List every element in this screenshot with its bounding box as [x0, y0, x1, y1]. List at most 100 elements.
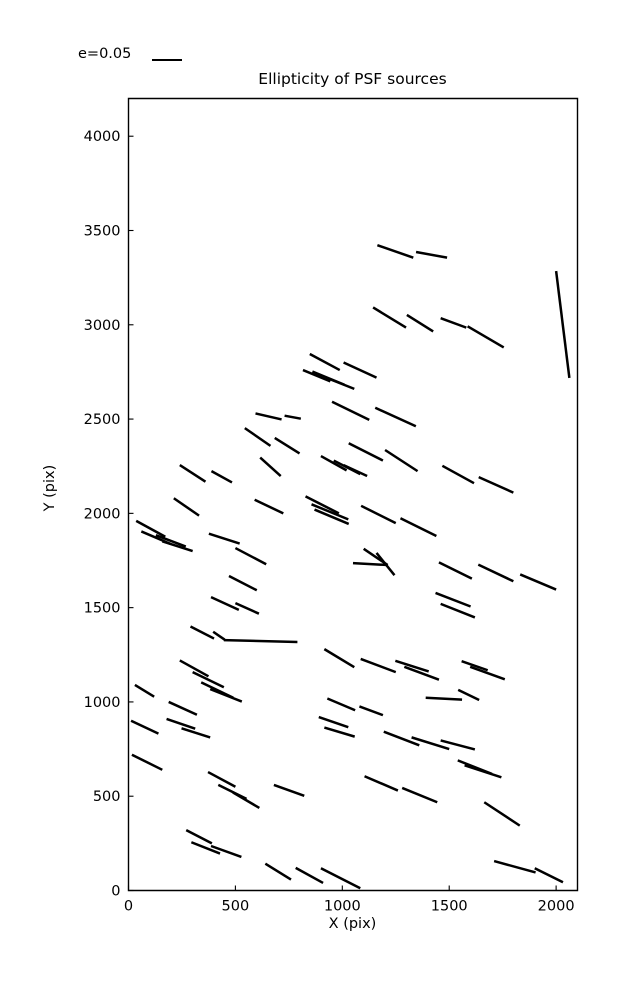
ellipticity-whisker: [173, 497, 200, 517]
y-tick-label: 0: [111, 884, 120, 900]
ellipticity-whisker: [212, 630, 226, 641]
ellipticity-whisker: [403, 665, 440, 681]
ellipticity-whisker: [207, 770, 236, 788]
ellipticity-whisker: [440, 602, 476, 619]
ellipticity-whisker: [466, 325, 505, 349]
ellipticity-whisker: [131, 753, 163, 771]
ellipticity-whisker: [134, 683, 155, 698]
ellipticity-whisker: [318, 715, 349, 729]
ellipticity-whisker: [295, 866, 324, 885]
ellipticity-whisker: [352, 561, 388, 567]
ellipticity-whisker: [376, 244, 414, 259]
ellipticity-whisker: [464, 764, 502, 779]
ellipticity-whisker: [457, 688, 480, 702]
ellipticity-whisker: [311, 503, 349, 521]
ellipticity-whisker: [259, 456, 282, 477]
ellipticity-whisker: [375, 552, 396, 576]
legend-scale-rule-icon: [152, 59, 182, 61]
ellipticity-whisker: [343, 361, 378, 379]
ellipticity-whisker: [326, 697, 356, 712]
ellipticity-whisker: [284, 414, 302, 420]
ellipticity-whisker: [364, 775, 399, 792]
ellipticity-whisker: [208, 532, 241, 545]
ellipticity-whisker: [135, 519, 166, 538]
ellipticity-whisker: [441, 464, 475, 485]
ellipticity-whisker: [331, 400, 370, 421]
x-tick-label: 1500: [431, 899, 468, 915]
y-tick-label: 500: [93, 789, 121, 805]
ellipticity-whisker: [192, 671, 225, 689]
ellipticity-whisker: [264, 862, 292, 881]
ellipticity-whisker: [273, 783, 305, 798]
ellipticity-whisker: [394, 659, 430, 673]
ellipticity-whisker: [223, 638, 298, 644]
ellipticity-whisker: [210, 595, 240, 612]
ellipticity-whisker: [130, 719, 159, 735]
ellipticity-whisker: [348, 442, 384, 462]
ellipticity-whisker: [406, 313, 434, 333]
ellipticity-whisker: [383, 730, 420, 747]
ellipticity-whisker: [469, 665, 506, 681]
ellipticity-whisker: [440, 317, 467, 329]
ellipticity-whisker: [320, 867, 361, 890]
ellipticity-whisker: [210, 844, 242, 859]
axis-ticks-group: 0 500 1000 1500 2000 0 500 1000 1500 2000 2500 3000…: [84, 129, 575, 914]
ellipticity-whisker: [232, 791, 260, 809]
ellipticity-whisker: [384, 448, 419, 473]
ellipticity-whisker: [179, 464, 207, 483]
ellipticity-whisker: [314, 508, 350, 526]
ellipticity-whisker: [326, 376, 355, 391]
ellipticity-whisker: [228, 574, 258, 592]
ellipticity-whisker: [309, 352, 341, 372]
ellipticity-whisker: [166, 717, 196, 730]
ellipticity-whisker: [425, 696, 463, 701]
ellipticity-whisker: [360, 657, 397, 674]
ellipticity-whisker: [302, 368, 331, 383]
ellipticity-whisker: [320, 454, 348, 472]
ellipticity-whisker: [401, 786, 438, 804]
ellipticity-whisker: [534, 867, 564, 884]
ellipticity-whisker: [374, 406, 417, 428]
ellipticity-whisker: [554, 270, 571, 379]
ellipticity-whisker: [440, 739, 476, 751]
ellipticity-whisker: [323, 648, 355, 669]
ellipticity-whisker: [358, 705, 384, 717]
ellipticity-whisker: [493, 859, 536, 874]
ellipticity-whisker: [461, 660, 489, 672]
ellipticity-whisker: [234, 546, 267, 566]
ellipticity-whisker: [478, 476, 514, 494]
y-axis-label: Y (pix): [42, 464, 58, 512]
ellipticity-whisker: [323, 726, 356, 738]
ellipticity-whisker: [477, 563, 514, 583]
ellipticity-whisker: [190, 841, 221, 855]
ellipticity-whisker: [304, 495, 340, 515]
ellipticity-whisker: [399, 517, 437, 538]
ellipticity-whisker: [343, 463, 368, 478]
ellipticity-whisker: [210, 470, 233, 484]
y-tick-label: 3500: [84, 224, 121, 240]
x-tick-label: 0: [124, 899, 133, 915]
y-tick-label: 2000: [84, 506, 121, 522]
legend-scale-label: e=0.05: [78, 46, 132, 62]
ellipticity-whisker: [181, 727, 211, 739]
x-tick-label: 1000: [324, 899, 361, 915]
y-tick-label: 1000: [84, 695, 121, 711]
ellipticity-whisker: [438, 561, 473, 580]
ellipticity-whisker: [168, 700, 198, 716]
x-tick-label: 2000: [538, 899, 575, 915]
ellipticity-whisker: [161, 540, 194, 553]
ellipticity-whisker: [415, 250, 448, 259]
ellipticity-whisker: [255, 412, 282, 421]
y-tick-label: 4000: [84, 129, 121, 145]
y-tick-label: 3000: [84, 318, 121, 334]
ellipticity-whisker: [360, 504, 397, 525]
axes-frame: [127, 97, 579, 892]
ellipticity-whisker: [519, 573, 557, 591]
y-tick-label: 2500: [84, 412, 121, 428]
ellipticity-whisker: [189, 625, 215, 640]
ellipticity-whisker: [209, 687, 243, 703]
ellipticity-whisker: [179, 659, 210, 678]
ellipticity-whisker: [435, 591, 472, 608]
